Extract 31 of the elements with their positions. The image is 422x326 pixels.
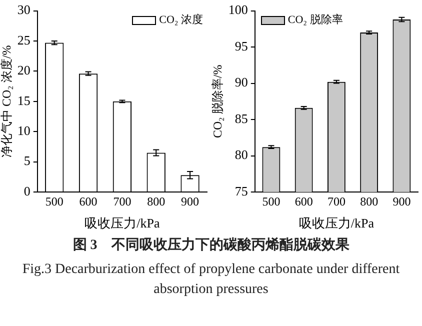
y-tick-label: 100 — [228, 2, 248, 18]
x-tick-label: 800 — [360, 194, 378, 208]
y-tick-label: 5 — [24, 153, 30, 168]
y-axis-title: 净化气中 CO₂ 浓度/% — [0, 45, 14, 158]
y-tick-label: 25 — [17, 32, 30, 48]
x-tick-label: 900 — [181, 194, 200, 208]
y-tick-label: 0 — [24, 183, 30, 198]
x-tick-label: 700 — [113, 194, 132, 208]
y-tick-label: 10 — [17, 123, 30, 138]
x-axis-title: 吸收压力/kPa — [84, 216, 160, 231]
x-tick-label: 500 — [45, 194, 64, 208]
y-tick-label: 85 — [234, 110, 248, 126]
y-tick-label: 30 — [17, 2, 30, 18]
legend-label: CO₂ 脱除率 — [288, 14, 343, 26]
y-tick-label: 90 — [234, 74, 248, 90]
x-tick-label: 600 — [79, 194, 98, 208]
x-tick-label: 700 — [327, 194, 346, 208]
y-axis-title: CO₂ 脱除率/% — [210, 64, 224, 138]
y-tick-label: 20 — [17, 62, 30, 78]
text: CO₂ 浓度 — [159, 14, 203, 26]
y-tick-label: 75 — [234, 183, 248, 198]
y-tick-label: 80 — [234, 147, 248, 162]
x-tick-label: 500 — [262, 194, 280, 208]
x-tick-label: 600 — [294, 194, 313, 208]
y-tick-label: 95 — [234, 38, 248, 54]
y-tick-label: 15 — [17, 92, 30, 108]
caption: Fig.3 Decarburization effect of propylene carbonate under different absorption pressures — [21, 261, 401, 299]
x-tick-label: 800 — [147, 194, 166, 208]
x-axis-title: 吸收压力/kPa — [298, 216, 374, 231]
caption: 图 3 不同吸收压力下的碳酸丙烯酯脱碳效果 — [72, 236, 350, 254]
x-tick-label: 900 — [392, 194, 411, 208]
